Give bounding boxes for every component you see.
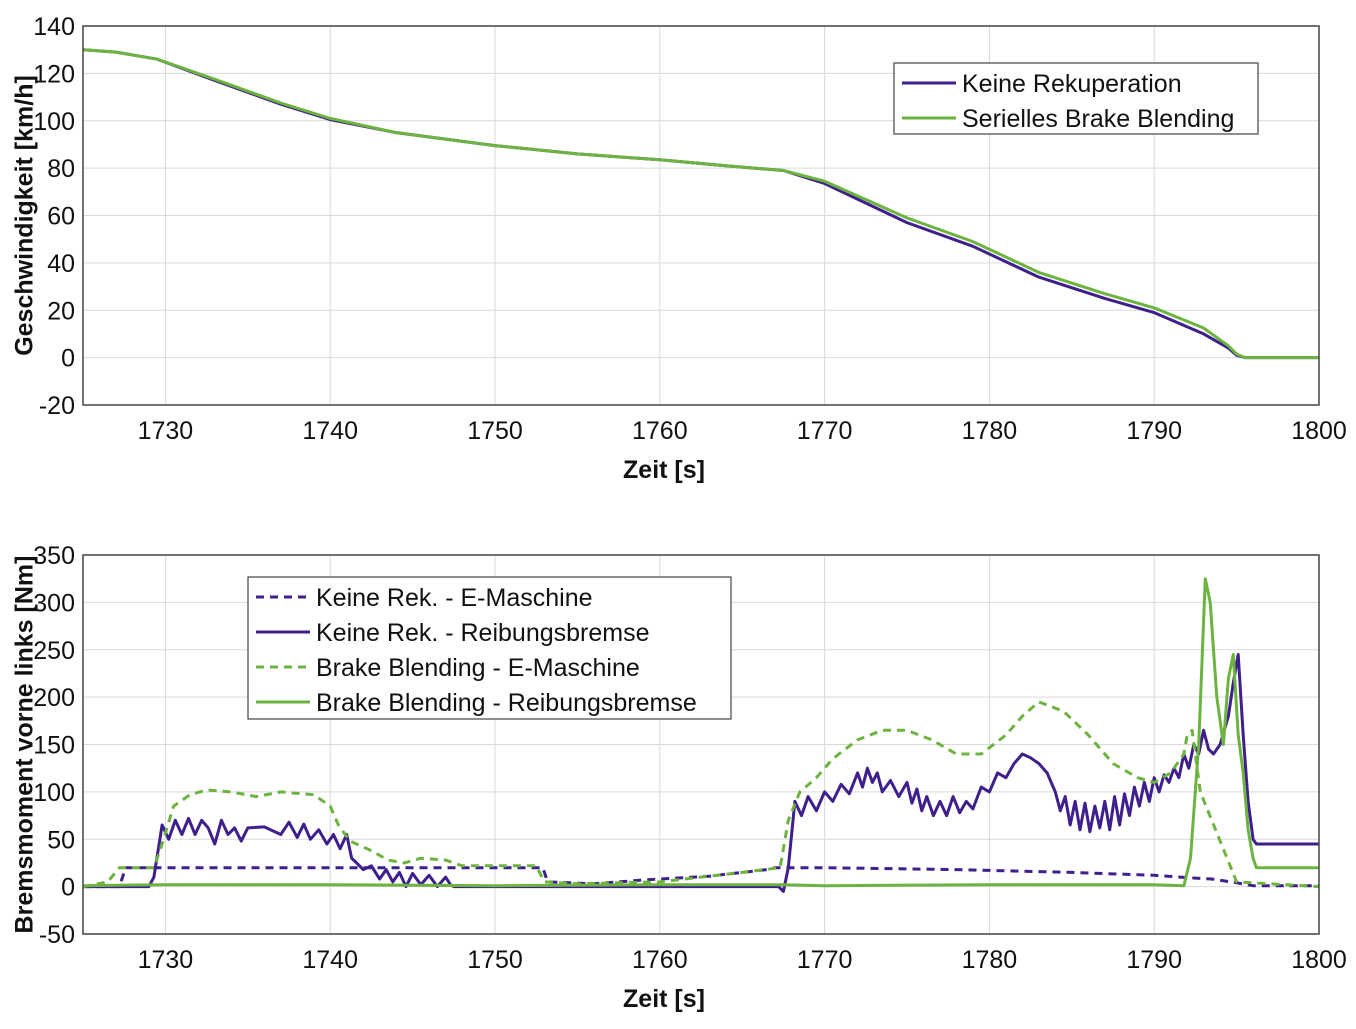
legend-entry-label: Keine Rekuperation [962, 70, 1182, 98]
x-tick-label: 1730 [138, 946, 194, 974]
y-tick-label: 100 [33, 779, 75, 807]
legend-entry-label: Keine Rek. - Reibungsbremse [316, 619, 650, 647]
torque-chart-x-axis-title: Zeit [s] [623, 985, 705, 1013]
y-tick-label: 120 [33, 60, 75, 88]
x-tick-label: 1750 [467, 946, 523, 974]
y-tick-label: 250 [33, 637, 75, 665]
speed-chart-ticks: 1730 1740 1750 1760 1770 1780 1790 1800 -20 0 20 40… [33, 13, 1347, 445]
y-tick-label: 40 [47, 250, 75, 278]
legend-box [247, 576, 732, 720]
torque-chart-legend: Keine Rek. - E-Maschine Keine Rek. - Reib… [247, 576, 732, 720]
x-tick-label: 1780 [962, 417, 1018, 445]
x-tick-label: 1740 [302, 417, 358, 445]
y-tick-label: 140 [33, 13, 75, 41]
x-tick-label: 1800 [1291, 417, 1347, 445]
speed-chart-y-axis-title: Geschwindigkeit [km/h] [11, 75, 39, 356]
legend-entry-label: Brake Blending - E-Maschine [316, 654, 640, 682]
y-tick-label: 200 [33, 684, 75, 712]
x-tick-label: 1750 [467, 417, 523, 445]
x-tick-label: 1800 [1291, 946, 1347, 974]
speed-chart-legend: Keine Rekuperation Serielles Brake Blendi… [893, 62, 1259, 135]
y-tick-label: 0 [61, 874, 75, 902]
y-tick-label: 100 [33, 108, 75, 136]
x-tick-label: 1790 [1126, 946, 1182, 974]
speed-chart: 1730 1740 1750 1760 1770 1780 1790 1800 -20 0 20 40… [11, 13, 1347, 484]
series-line-2 [83, 653, 1319, 893]
y-tick-label: 0 [61, 345, 75, 373]
legend-entry-label: Keine Rek. - E-Maschine [316, 584, 593, 612]
torque-chart-y-axis-title: Bremsmoment vorne links [Nm] [11, 556, 39, 934]
x-tick-label: 1760 [632, 946, 688, 974]
y-tick-label: -20 [39, 392, 75, 420]
series-line-1 [83, 866, 1319, 889]
series-line-3 [82, 700, 1320, 889]
legend-entry-label: Serielles Brake Blending [962, 105, 1234, 133]
speed-chart-frame [82, 25, 1320, 406]
y-tick-label: 20 [47, 297, 75, 325]
speed-chart-x-axis-title: Zeit [s] [623, 456, 705, 484]
x-tick-label: 1780 [962, 946, 1018, 974]
legend-box [893, 62, 1259, 135]
torque-chart: 1730 1740 1750 1760 1770 1780 1790 1800 -50 0 50 10… [11, 542, 1347, 1013]
x-tick-label: 1770 [797, 417, 853, 445]
y-tick-label: 300 [33, 589, 75, 617]
speed-chart-series [82, 48, 1319, 360]
x-tick-label: 1740 [302, 946, 358, 974]
y-tick-label: 80 [47, 155, 75, 183]
y-tick-label: 350 [33, 542, 75, 570]
torque-chart-ticks: 1730 1740 1750 1760 1770 1780 1790 1800 -50 0 50 10… [33, 542, 1347, 974]
torque-chart-series [82, 577, 1320, 893]
y-tick-label: 150 [33, 732, 75, 760]
legend-entry-label: Brake Blending - Reibungsbremse [316, 689, 697, 717]
x-tick-label: 1770 [797, 946, 853, 974]
x-tick-label: 1790 [1126, 417, 1182, 445]
y-tick-label: 60 [47, 203, 75, 231]
series-line-4 [82, 577, 1319, 888]
x-tick-label: 1730 [138, 417, 194, 445]
torque-chart-frame [82, 554, 1320, 935]
y-tick-label: 50 [47, 826, 75, 854]
y-tick-label: -50 [39, 921, 75, 949]
x-tick-label: 1760 [632, 417, 688, 445]
series-line-2 [82, 48, 1319, 360]
